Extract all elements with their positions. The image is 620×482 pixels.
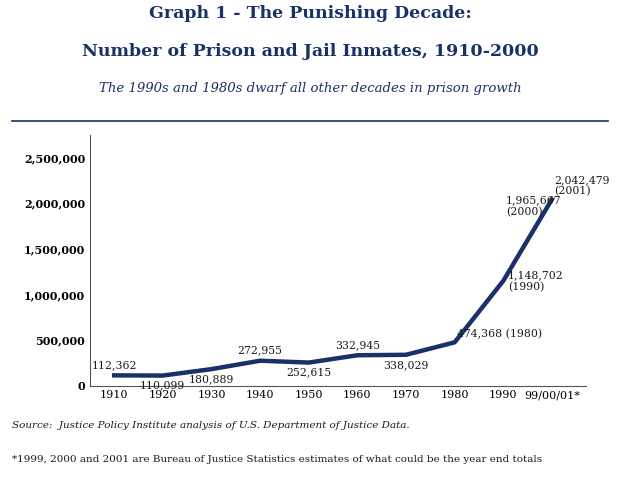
Text: Source:  Justice Policy Institute analysis of U.S. Department of Justice Data.: Source: Justice Policy Institute analysi…: [12, 421, 410, 430]
Text: *1999, 2000 and 2001 are Bureau of Justice Statistics estimates of what could be: *1999, 2000 and 2001 are Bureau of Justi…: [12, 455, 542, 464]
Text: Graph 1 - The Punishing Decade:: Graph 1 - The Punishing Decade:: [149, 5, 471, 22]
Text: 252,615: 252,615: [286, 368, 331, 377]
Text: 272,955: 272,955: [237, 346, 283, 356]
Text: 474,368 (1980): 474,368 (1980): [457, 328, 542, 339]
Text: The 1990s and 1980s dwarf all other decades in prison growth: The 1990s and 1980s dwarf all other deca…: [99, 82, 521, 95]
Text: Number of Prison and Jail Inmates, 1910-2000: Number of Prison and Jail Inmates, 1910-…: [82, 43, 538, 60]
Text: 1,148,702
(1990): 1,148,702 (1990): [508, 270, 564, 292]
Text: 2,042,479
(2001): 2,042,479 (2001): [554, 175, 610, 197]
Text: 110,099: 110,099: [140, 381, 185, 390]
Text: 180,889: 180,889: [188, 374, 234, 384]
Text: 338,029: 338,029: [383, 360, 428, 370]
Text: 112,362: 112,362: [92, 361, 137, 370]
Text: 1,965,667
(2000): 1,965,667 (2000): [506, 196, 561, 217]
Text: 332,945: 332,945: [335, 340, 380, 350]
